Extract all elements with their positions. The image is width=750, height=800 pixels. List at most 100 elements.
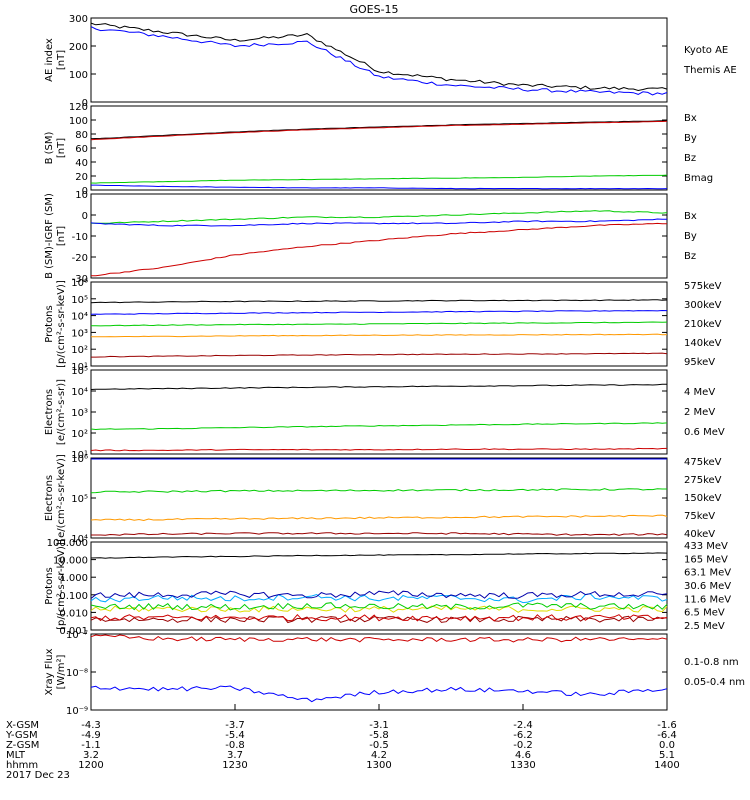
- x-table-value: -2.4: [513, 720, 533, 731]
- y-tick-label: 10⁻⁷: [66, 630, 88, 641]
- x-table-value: 1230: [222, 760, 247, 771]
- y-tick-label: 0: [82, 98, 88, 109]
- y-axis-label: [nT]: [56, 138, 67, 158]
- series-line-210kev: [91, 321, 668, 327]
- series-line-475kev: [91, 532, 668, 536]
- series-line-by: [91, 210, 668, 224]
- series-line-11-6-mev: [90, 593, 668, 604]
- y-tick-label: 10.000: [53, 556, 88, 567]
- x-table-value: -5.8: [369, 730, 389, 741]
- series-line-2-mev: [90, 422, 668, 431]
- x-table-value: 1300: [366, 760, 391, 771]
- panel-frame: [90, 541, 668, 631]
- series-line-150kev: [90, 488, 667, 494]
- x-table-value: -4.3: [81, 720, 101, 731]
- y-axis-label: [e/(cm²-s-sr-keV)]: [56, 454, 67, 542]
- y-tick-label: 100: [69, 70, 88, 81]
- series-line-275kev: [90, 514, 668, 522]
- y-axis-label: Electrons: [44, 475, 55, 521]
- legend-entry: 140keV: [684, 338, 722, 349]
- series-line-30-6-mev: [90, 602, 668, 611]
- series-line-165-mev: [90, 613, 668, 622]
- y-axis-label: B (SM): [44, 131, 55, 164]
- y-tick-label: 10⁴: [71, 534, 88, 545]
- panel-ae: 300 200 100 0 AE index [nT] Kyoto AE Themis AE: [44, 14, 737, 109]
- y-tick-label: -20: [72, 253, 88, 264]
- y-tick-label: 0: [82, 211, 88, 222]
- legend-entry: 95keV: [684, 357, 715, 368]
- y-tick-label: 10⁶: [71, 278, 88, 289]
- panel-electrons_mev: 10⁵ 10⁴ 10³ 10² 10¹ Electrons [e/(cm²-s-sr)] 4 …: [44, 366, 725, 461]
- legend-entry: 575keV: [684, 281, 722, 292]
- legend-entry: 150keV: [684, 493, 722, 504]
- x-table-value: 1330: [510, 760, 535, 771]
- legend-entry: By: [684, 231, 697, 242]
- series-line-300kev: [90, 333, 668, 338]
- x-table-value: -1.1: [81, 740, 101, 751]
- y-axis-label: Protons: [44, 567, 55, 604]
- x-table-value: 4.6: [515, 750, 531, 761]
- y-axis-label: Xray Flux: [44, 648, 55, 695]
- y-tick-label: 100: [69, 116, 88, 127]
- y-tick-label: 10²: [71, 345, 88, 356]
- legend-entry: 433 MeV: [684, 541, 728, 552]
- y-axis-label: [W/m²]: [56, 654, 67, 689]
- legend-entry: 165 MeV: [684, 554, 728, 565]
- y-axis-label: [nT]: [56, 50, 67, 70]
- series-line-0-6-mev: [90, 383, 667, 390]
- legend-entry: Bmag: [684, 173, 713, 184]
- y-tick-label: 0: [82, 186, 88, 197]
- y-tick-label: 10: [75, 190, 88, 201]
- legend-entry: By: [684, 133, 697, 144]
- series-line-by: [90, 174, 668, 184]
- y-tick-label: 100.000: [47, 538, 88, 549]
- y-tick-label: 10⁵: [71, 366, 88, 377]
- y-tick-label: -10: [72, 232, 88, 243]
- panel-frame: [90, 369, 668, 455]
- series-line-themis-ae: [90, 22, 668, 92]
- y-axis-label: Protons: [44, 305, 55, 342]
- legend-entry: 475keV: [684, 457, 722, 468]
- series-line-433-mev: [90, 615, 668, 624]
- series-line-6-5-mev: [90, 590, 668, 599]
- x-table-value: -0.2: [513, 740, 533, 751]
- y-tick-label: 80: [75, 130, 88, 141]
- series-line-575kev: [91, 352, 668, 358]
- legend-entry: 210keV: [684, 319, 722, 330]
- y-tick-label: 0.010: [59, 608, 88, 619]
- y-tick-label: 200: [69, 42, 88, 53]
- x-row-label: Y-GSM: [5, 730, 38, 741]
- panel-frame: [90, 281, 668, 367]
- panel-frame: [90, 105, 668, 191]
- y-axis-label: [p/(cm²-s-sr-keV)]: [56, 280, 67, 368]
- legend-entry: 275keV: [684, 475, 722, 486]
- y-tick-label: 10⁴: [71, 312, 88, 323]
- x-table-value: 5.1: [659, 750, 675, 761]
- legend-entry: 63.1 MeV: [684, 568, 731, 579]
- y-tick-label: 10⁵: [71, 295, 88, 306]
- legend-entry: 2.5 MeV: [684, 621, 725, 632]
- y-tick-label: 10³: [71, 408, 88, 419]
- x-row-label: Z-GSM: [6, 740, 39, 751]
- y-tick-label: 60: [75, 144, 88, 155]
- legend-entry: 40keV: [684, 529, 715, 540]
- panel-electrons_kev: 10⁶ 10⁵ 10⁴ Electrons [e/(cm²-s-sr-keV)] 475k…: [44, 454, 722, 545]
- y-axis-label: B (SM)-IGRF (SM): [44, 193, 55, 279]
- series-line-95kev: [90, 299, 668, 304]
- y-tick-label: 10⁴: [71, 387, 88, 398]
- legend-entry: 75keV: [684, 511, 715, 522]
- series-line-kyoto-ae: [90, 26, 668, 96]
- x-row-label: hhmm: [6, 760, 38, 771]
- x-table-value: -6.2: [513, 730, 533, 741]
- y-tick-label: 10⁵: [71, 494, 88, 505]
- series-line-bz: [90, 120, 668, 141]
- x-table-value: 1200: [78, 760, 103, 771]
- legend-entry: 0.1-0.8 nm: [684, 657, 739, 668]
- y-axis-label: [e/(cm²-s-sr)]: [56, 379, 67, 445]
- legend-entry: Themis AE: [683, 65, 737, 76]
- x-table-value: -1.6: [657, 720, 677, 731]
- series-line-bz: [90, 222, 667, 277]
- y-tick-label: 120: [69, 102, 88, 113]
- legend-entry: Bz: [684, 251, 696, 262]
